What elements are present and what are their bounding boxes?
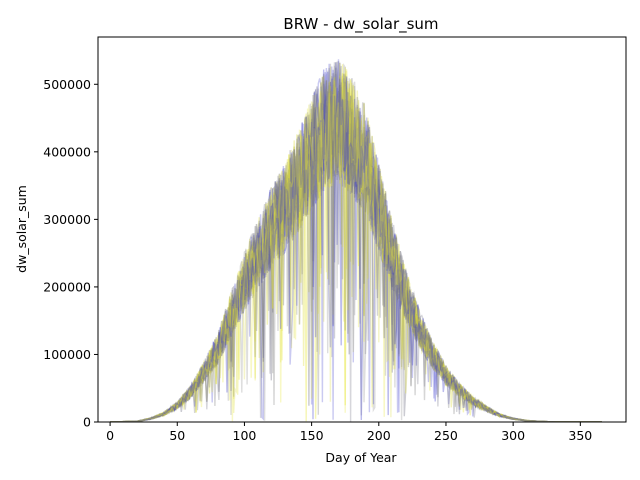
- series-line: [110, 59, 602, 422]
- y-tick-label: 500000: [43, 77, 91, 92]
- series-line: [110, 70, 602, 422]
- y-tick-label: 100000: [43, 347, 91, 362]
- x-tick-label: 200: [367, 428, 391, 443]
- x-tick-label: 350: [568, 428, 592, 443]
- series-line: [110, 79, 602, 422]
- x-tick-label: 0: [106, 428, 114, 443]
- x-tick-label: 300: [501, 428, 525, 443]
- series-line: [110, 71, 602, 422]
- series-line: [110, 73, 602, 422]
- series-line: [110, 62, 602, 422]
- series-line: [110, 67, 602, 422]
- plot-frame: [97, 36, 627, 423]
- x-axis-label: Day of Year: [325, 450, 397, 465]
- series-line: [110, 86, 602, 422]
- series-line: [110, 70, 602, 422]
- series-line: [110, 61, 602, 422]
- chart-title: BRW - dw_solar_sum: [283, 15, 438, 34]
- series-line: [110, 62, 602, 422]
- series-line: [110, 69, 602, 422]
- series-line: [110, 75, 602, 422]
- series-line: [110, 75, 602, 422]
- series-line: [110, 63, 602, 422]
- series-line: [110, 81, 602, 422]
- y-tick-label: 300000: [43, 212, 91, 227]
- x-axis: 0 50 100 150 200 250 300 350: [106, 422, 592, 443]
- series-line: [110, 61, 602, 422]
- y-axis: 0 100000 200000 300000 400000 500000: [43, 77, 98, 430]
- y-tick-label: 400000: [43, 144, 91, 159]
- series-line: [110, 91, 602, 422]
- y-tick-label: 0: [83, 415, 91, 430]
- series-line: [110, 73, 602, 422]
- series-line: [110, 62, 602, 422]
- x-tick-label: 150: [300, 428, 324, 443]
- series-line: [110, 64, 602, 422]
- x-tick-label: 250: [434, 428, 458, 443]
- series-line: [110, 73, 602, 422]
- x-tick-label: 50: [169, 428, 185, 443]
- y-axis-label: dw_solar_sum: [14, 185, 29, 273]
- y-tick-label: 200000: [43, 279, 91, 294]
- series-line: [110, 61, 602, 422]
- series-layer: [110, 59, 602, 422]
- series-line: [110, 81, 602, 422]
- x-tick-label: 100: [233, 428, 257, 443]
- series-line: [110, 72, 602, 422]
- series-line: [110, 63, 602, 422]
